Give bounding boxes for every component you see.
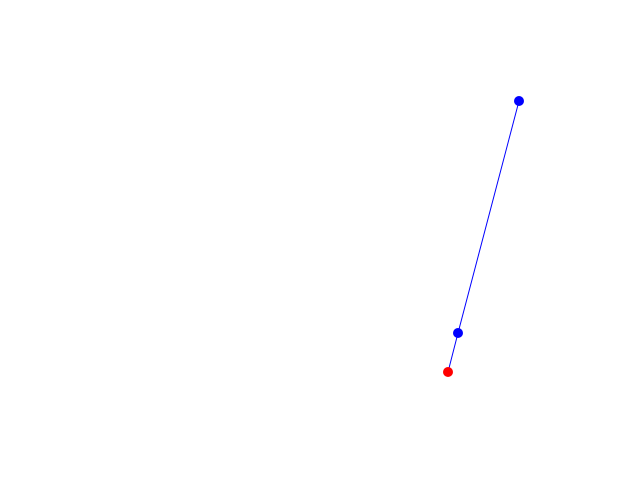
- blue-point: [514, 96, 524, 106]
- red-point: [443, 367, 453, 377]
- blue-point: [453, 328, 463, 338]
